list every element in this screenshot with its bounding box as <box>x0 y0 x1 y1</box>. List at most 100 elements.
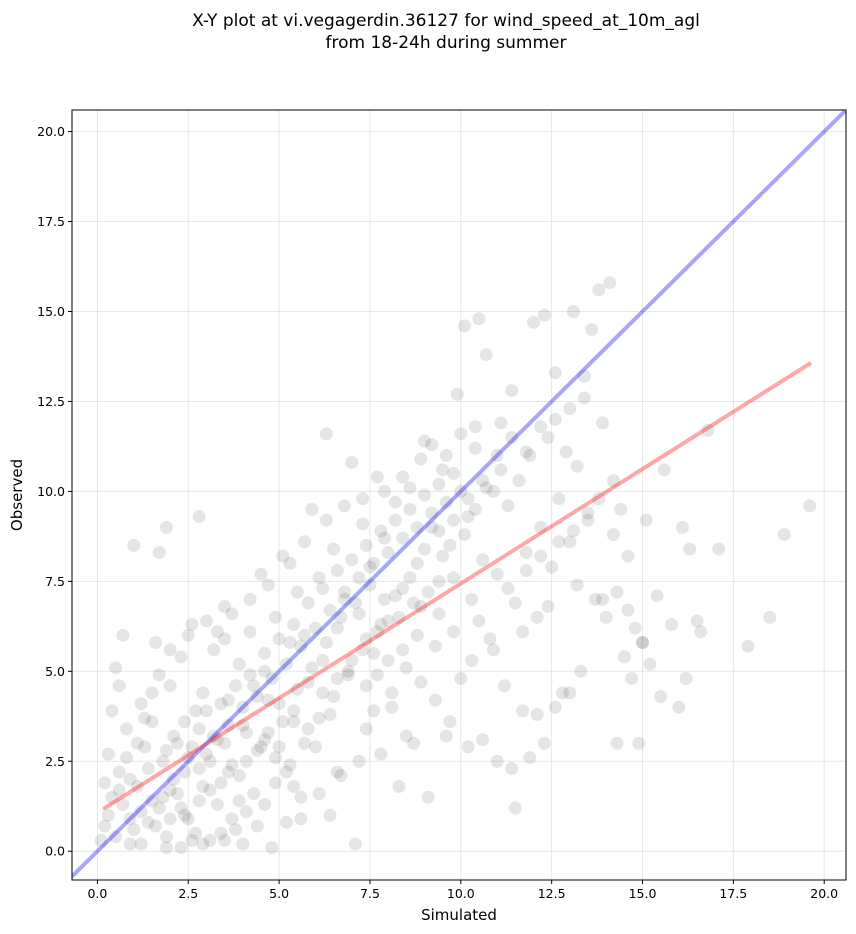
scatter-point-142 <box>603 276 617 290</box>
scatter-point-117 <box>512 474 526 488</box>
x-tick-label-6: 15.0 <box>629 886 657 901</box>
x-axis-label: Simulated <box>421 906 497 924</box>
scatter-point-286 <box>487 643 501 657</box>
scatter-point-60 <box>305 502 319 516</box>
x-tick-label-7: 17.5 <box>719 886 747 901</box>
scatter-point-91 <box>417 434 431 448</box>
scatter-point-58 <box>298 628 312 642</box>
scatter-point-272 <box>399 729 413 743</box>
scatter-point-147 <box>621 603 635 617</box>
scatter-point-71 <box>345 456 359 470</box>
scatter-point-32 <box>203 833 217 847</box>
y-tick-label-0: 0.0 <box>45 844 65 859</box>
scatter-point-343 <box>345 654 359 668</box>
scatter-point-184 <box>196 779 210 793</box>
scatter-point-33 <box>207 643 221 657</box>
scatter-point-353 <box>490 448 504 462</box>
scatter-point-284 <box>563 686 577 700</box>
scatter-point-141 <box>599 610 613 624</box>
scatter-point-90 <box>414 600 428 614</box>
x-tick-label-1: 2.5 <box>178 886 198 901</box>
scatter-point-325 <box>196 837 210 851</box>
scatter-point-154 <box>650 589 664 603</box>
scatter-point-39 <box>229 823 243 837</box>
scatter-point-49 <box>265 841 279 855</box>
scatter-point-24 <box>174 650 188 664</box>
scatter-point-65 <box>323 707 337 721</box>
scatter-point-320 <box>287 779 301 793</box>
y-tick-label-6: 15.0 <box>37 304 65 319</box>
scatter-point-308 <box>479 481 493 495</box>
scatter-point-371 <box>414 452 428 466</box>
scatter-point-69 <box>338 592 352 606</box>
scatter-point-30 <box>196 686 210 700</box>
scatter-point-176 <box>141 761 155 775</box>
scatter-point-209 <box>378 592 392 606</box>
scatter-point-287 <box>516 625 530 639</box>
y-axis-ticks: 0.0 2.5 5.0 7.5 10.0 12.5 15.0 17.5 20.0 <box>37 124 72 859</box>
scatter-point-187 <box>218 736 232 750</box>
scatter-point-189 <box>232 769 246 783</box>
scatter-point-42 <box>239 805 253 819</box>
scatter-point-111 <box>490 567 504 581</box>
scatter-point-290 <box>596 592 610 606</box>
scatter-point-355 <box>519 445 533 459</box>
scatter-point-152 <box>639 513 653 527</box>
scatter-point-139 <box>592 283 606 297</box>
x-axis-ticks: 0.0 2.5 5.0 7.5 10.0 12.5 15.0 17.5 20.0 <box>87 880 838 901</box>
scatter-point-207 <box>363 578 377 592</box>
scatter-point-37 <box>221 693 235 707</box>
scatter-point-378 <box>199 614 213 628</box>
scatter-point-254 <box>159 743 173 757</box>
scatter-point-232 <box>330 564 344 578</box>
scatter-point-214 <box>199 704 213 718</box>
scatter-point-314 <box>359 679 373 693</box>
scatter-point-118 <box>516 704 530 718</box>
scatter-point-94 <box>428 639 442 653</box>
scatter-point-229 <box>308 621 322 635</box>
scatter-point-98 <box>443 538 457 552</box>
scatter-point-332 <box>178 808 192 822</box>
scatter-point-8 <box>105 790 119 804</box>
scatter-point-240 <box>388 513 402 527</box>
scatter-point-127 <box>548 366 562 380</box>
scatter-point-326 <box>159 841 173 855</box>
scatter-point-243 <box>410 520 424 534</box>
x-tick-label-4: 10.0 <box>447 886 475 901</box>
scatter-point-7 <box>98 819 112 833</box>
scatter-point-40 <box>232 657 246 671</box>
scatter-point-137 <box>585 322 599 336</box>
scatter-point-83 <box>388 495 402 509</box>
y-axis-label: Observed <box>8 459 26 531</box>
scatter-point-134 <box>574 664 588 678</box>
scatter-point-129 <box>556 686 570 700</box>
scatter-point-278 <box>490 754 504 768</box>
scatter-point-227 <box>294 639 308 653</box>
scatter-point-196 <box>283 758 297 772</box>
scatter-point-93 <box>425 520 439 534</box>
scatter-point-116 <box>508 596 522 610</box>
scatter-point-112 <box>494 416 508 430</box>
scatter-point-70 <box>341 668 355 682</box>
scatter-point-275 <box>443 715 457 729</box>
scatter-point-296 <box>501 582 515 596</box>
scatter-point-54 <box>283 636 297 650</box>
scatter-point-200 <box>312 711 326 725</box>
scatter-point-159 <box>675 520 689 534</box>
scatter-point-75 <box>359 722 373 736</box>
scatter-point-281 <box>523 751 537 765</box>
scatter-point-179 <box>163 812 177 826</box>
scatter-point-46 <box>254 567 268 581</box>
scatter-point-298 <box>534 549 548 563</box>
scatter-point-144 <box>610 736 624 750</box>
scatter-point-128 <box>552 492 566 506</box>
scatter-point-195 <box>276 715 290 729</box>
scatter-point-283 <box>548 700 562 714</box>
scatter-point-366 <box>319 513 333 527</box>
scatter-point-263 <box>236 837 250 851</box>
scatter-point-12 <box>130 779 144 793</box>
scatter-point-328 <box>112 783 126 797</box>
y-tick-label-3: 7.5 <box>45 574 65 589</box>
scatter-point-17 <box>149 636 163 650</box>
scatter-point-341 <box>316 686 330 700</box>
